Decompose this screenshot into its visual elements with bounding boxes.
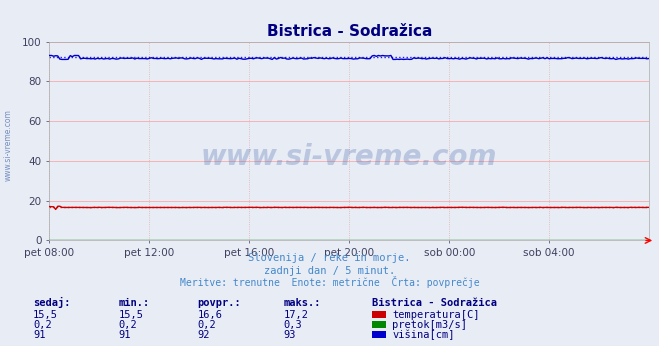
Text: 92: 92 [198,330,210,340]
Text: maks.:: maks.: [283,298,321,308]
Text: www.si-vreme.com: www.si-vreme.com [201,143,498,171]
Text: 0,3: 0,3 [283,320,302,330]
Text: www.si-vreme.com: www.si-vreme.com [3,109,13,181]
Text: 0,2: 0,2 [198,320,216,330]
Text: min.:: min.: [119,298,150,308]
Text: 91: 91 [33,330,45,340]
Text: 16,6: 16,6 [198,310,223,320]
Text: višina[cm]: višina[cm] [392,329,455,340]
Text: Meritve: trenutne  Enote: metrične  Črta: povprečje: Meritve: trenutne Enote: metrične Črta: … [180,276,479,289]
Text: zadnji dan / 5 minut.: zadnji dan / 5 minut. [264,266,395,276]
Text: 15,5: 15,5 [33,310,58,320]
Text: 0,2: 0,2 [33,320,51,330]
Text: 17,2: 17,2 [283,310,308,320]
Text: pretok[m3/s]: pretok[m3/s] [392,320,467,330]
Text: temperatura[C]: temperatura[C] [392,310,480,320]
Text: 91: 91 [119,330,131,340]
Text: Slovenija / reke in morje.: Slovenija / reke in morje. [248,253,411,263]
Title: Bistrica - Sodražica: Bistrica - Sodražica [267,24,432,39]
Text: povpr.:: povpr.: [198,298,241,308]
Text: 15,5: 15,5 [119,310,144,320]
Text: sedaj:: sedaj: [33,297,71,308]
Text: 0,2: 0,2 [119,320,137,330]
Text: Bistrica - Sodražica: Bistrica - Sodražica [372,298,498,308]
Text: 93: 93 [283,330,296,340]
